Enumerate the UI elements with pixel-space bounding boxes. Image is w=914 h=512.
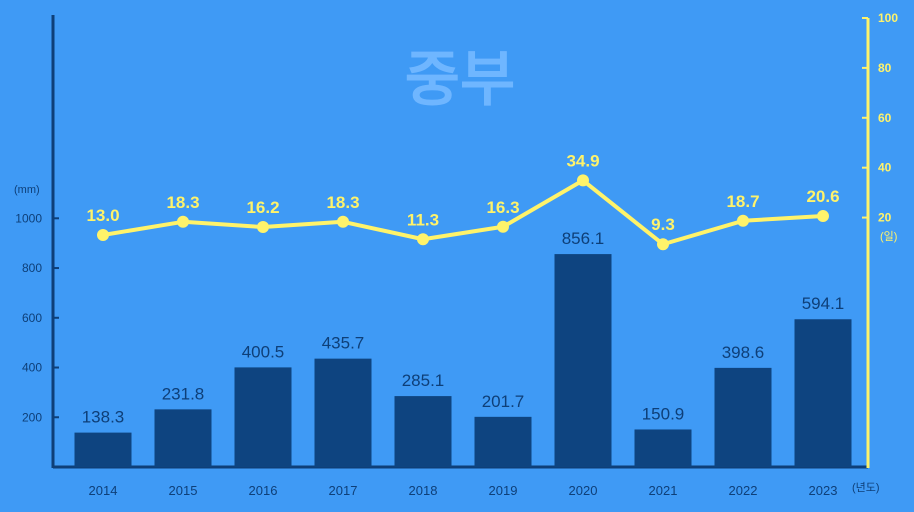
y-right-ticks: 20 40 60 80 100 bbox=[862, 11, 898, 225]
y-right-tick-label: 80 bbox=[878, 61, 892, 75]
x-tick-label: 2015 bbox=[169, 483, 198, 498]
x-tick-label: 2019 bbox=[489, 483, 518, 498]
line-point bbox=[817, 210, 829, 223]
line-value-label: 16.3 bbox=[486, 198, 519, 217]
line-value-label: 18.3 bbox=[326, 193, 359, 212]
line-point bbox=[257, 221, 269, 234]
y-left-tick-label: 200 bbox=[22, 410, 42, 424]
y-left-ticks: 200 400 600 800 1000 bbox=[15, 211, 59, 424]
line-value-label: 18.7 bbox=[726, 192, 759, 211]
line-point bbox=[737, 214, 749, 227]
bar-value-label: 398.6 bbox=[722, 343, 765, 362]
bar bbox=[394, 396, 452, 467]
bar-value-label: 400.5 bbox=[242, 342, 285, 361]
line-value-label: 16.2 bbox=[246, 198, 279, 217]
bar-value-label: 150.9 bbox=[642, 404, 685, 423]
line-value-label: 34.9 bbox=[566, 151, 599, 170]
bars bbox=[74, 254, 852, 467]
bar-value-label: 138.3 bbox=[82, 408, 125, 427]
x-tick-label: 2020 bbox=[569, 483, 598, 498]
bar bbox=[74, 432, 132, 467]
bar bbox=[234, 367, 292, 467]
y-left-unit: (mm) bbox=[14, 184, 40, 196]
bar bbox=[554, 254, 612, 467]
line-point bbox=[577, 174, 589, 187]
y-right-tick-label: 100 bbox=[878, 11, 898, 25]
bar-value-label: 285.1 bbox=[402, 371, 445, 390]
x-tick-label: 2021 bbox=[649, 483, 678, 498]
bar bbox=[314, 358, 372, 467]
x-ticks: 2014 2015 2016 2017 2018 2019 2020 2021 2022 2023 bbox=[89, 483, 838, 498]
line-value-label: 11.3 bbox=[407, 210, 439, 229]
line-value-label: 13.0 bbox=[86, 206, 119, 225]
line-point bbox=[497, 220, 509, 233]
line-point bbox=[337, 215, 349, 228]
bar-value-label: 435.7 bbox=[322, 334, 365, 353]
bar-value-label: 856.1 bbox=[562, 229, 605, 248]
line-value-label: 9.3 bbox=[651, 215, 675, 234]
x-tick-label: 2022 bbox=[729, 483, 758, 498]
bar bbox=[714, 367, 772, 467]
bar-value-label: 231.8 bbox=[162, 384, 205, 403]
y-right-tick-label: 20 bbox=[878, 211, 892, 225]
y-right-tick-label: 60 bbox=[878, 111, 892, 125]
chart-title: 중부 bbox=[405, 45, 515, 115]
y-right-unit: (일) bbox=[880, 229, 897, 243]
line-point bbox=[97, 229, 109, 242]
line-path bbox=[102, 178, 824, 247]
bar-value-label: 594.1 bbox=[802, 294, 845, 313]
x-tick-label: 2017 bbox=[329, 483, 358, 498]
y-left-tick-label: 1000 bbox=[15, 211, 42, 225]
y-right-tick-label: 40 bbox=[878, 161, 892, 175]
x-tick-label: 2016 bbox=[249, 483, 278, 498]
bar bbox=[154, 409, 212, 467]
line-point bbox=[177, 215, 189, 228]
line-point bbox=[417, 233, 429, 246]
bar bbox=[474, 416, 532, 467]
line-value-label: 20.6 bbox=[806, 187, 839, 206]
line-series: 13.0 18.3 16.2 18.3 11.3 16.3 34.9 9.3 18.7 20.6 bbox=[86, 151, 840, 251]
bar-labels: 138.3 231.8 400.5 435.7 285.1 201.7 856.1 150.9… bbox=[82, 229, 845, 427]
bar bbox=[794, 319, 852, 467]
y-left-tick-label: 400 bbox=[22, 361, 42, 375]
line-point bbox=[657, 238, 669, 251]
x-tick-label: 2014 bbox=[89, 483, 118, 498]
x-tick-label: 2018 bbox=[409, 483, 438, 498]
x-unit: (년도) bbox=[852, 481, 880, 494]
y-left-tick-label: 600 bbox=[22, 311, 42, 325]
y-left-tick-label: 800 bbox=[22, 261, 42, 275]
line-value-label: 18.3 bbox=[166, 193, 199, 212]
bar bbox=[634, 429, 692, 467]
x-tick-label: 2023 bbox=[809, 483, 838, 498]
bar-value-label: 201.7 bbox=[482, 392, 525, 411]
